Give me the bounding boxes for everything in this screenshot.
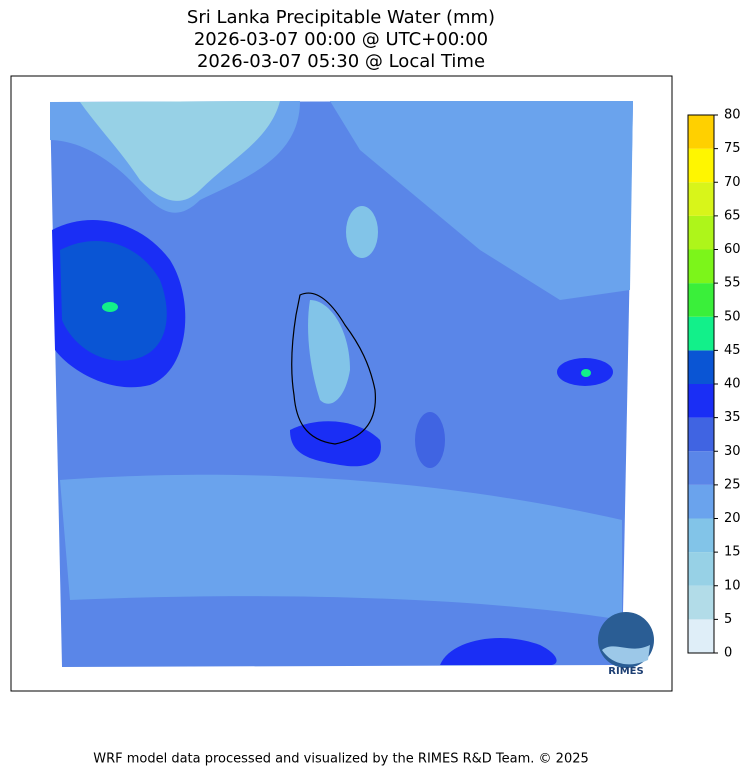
colorbar-tick-label: 45: [724, 343, 741, 358]
field-region: [308, 300, 350, 404]
colorbar-segment: [688, 552, 714, 586]
colorbar-segment: [688, 316, 714, 351]
colorbar-tick-label: 5: [724, 612, 732, 627]
colorbar-segment: [688, 384, 714, 418]
colorbar-segment: [688, 484, 714, 519]
colorbar-tick-label: 35: [724, 410, 741, 425]
field-region: [581, 369, 591, 377]
colorbar-tick-label: 0: [724, 646, 732, 661]
title-line: Sri Lanka Precipitable Water (mm): [187, 7, 495, 28]
field-region: [415, 412, 445, 468]
colorbar-tick-label: 65: [724, 208, 741, 223]
logo: RIMES: [598, 612, 654, 677]
map-field: [50, 101, 633, 667]
colorbar-segment: [688, 215, 714, 250]
colorbar-tick-label: 10: [724, 578, 741, 593]
field-region: [330, 101, 633, 300]
colorbar-tick-label: 50: [724, 309, 741, 324]
colorbar-segment: [688, 518, 714, 553]
field-region: [80, 101, 280, 201]
colorbar-tick-label: 25: [724, 477, 741, 492]
field-region: [440, 637, 557, 665]
colorbar-tick-label: 75: [724, 141, 741, 156]
field-region: [60, 474, 622, 620]
colorbar-tick-label: 80: [724, 108, 741, 123]
colorbar-segment: [688, 585, 714, 620]
colorbar-segment: [688, 619, 714, 653]
logo-text: RIMES: [608, 666, 643, 677]
colorbar-tick-label: 15: [724, 545, 741, 560]
colorbar-segment: [688, 182, 714, 216]
colorbar: 0 5 10 15 20 25 30 35 40 45 50 55 60 65 70 75 80: [687, 108, 741, 661]
colorbar-segment: [688, 283, 714, 317]
colorbar-tick-label: 20: [724, 511, 741, 526]
colorbar-tick-label: 55: [724, 276, 741, 291]
title-line: 2026-03-07 05:30 @ Local Time: [197, 51, 485, 72]
colorbar-segment: [688, 148, 714, 183]
field-region: [346, 206, 378, 258]
colorbar-tick-label: 70: [724, 175, 741, 190]
colorbar-segment: [688, 350, 714, 384]
colorbar-tick-label: 30: [724, 444, 741, 459]
colorbar-segment: [688, 417, 714, 452]
footer: WRF model data processed and visualized …: [93, 752, 589, 767]
colorbar-tick-label: 40: [724, 377, 741, 392]
colorbar-segment: [688, 115, 714, 149]
colorbar-segment: [688, 451, 714, 485]
title-line: 2026-03-07 00:00 @ UTC+00:00: [194, 29, 488, 50]
colorbar-tick-label: 60: [724, 242, 741, 257]
field-region: [102, 302, 118, 312]
field-region: [60, 241, 167, 361]
logo-wave: [602, 645, 650, 665]
colorbar-segment: [688, 249, 714, 284]
coastline: [291, 292, 377, 445]
